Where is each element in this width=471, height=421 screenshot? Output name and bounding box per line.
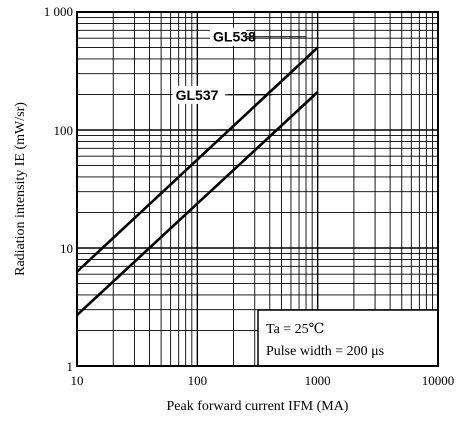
grid (76, 12, 438, 367)
x-tick-label: 10 (71, 373, 84, 388)
series-label-gl537: GL537 (176, 87, 219, 103)
series-lines (76, 46, 319, 317)
x-tick-label: 100 (188, 373, 208, 388)
series-line-gl538 (76, 46, 319, 273)
x-tick-labels: 10 100 1000 10000 (71, 373, 455, 388)
y-tick-label: 1 000 (44, 4, 73, 19)
series-label-background (210, 27, 247, 46)
annotation-pulse-width: Pulse width = 200 μs (266, 344, 384, 359)
series-label-background (172, 85, 229, 104)
series-label-gl538: GL538 (213, 29, 256, 45)
x-tick-label: 1000 (305, 373, 331, 388)
y-tick-label: 10 (60, 241, 73, 256)
plot-frame (76, 11, 439, 367)
y-tick-labels: 1 10 100 1 000 (44, 4, 73, 374)
y-tick-label: 1 (67, 359, 74, 374)
y-tick-label: 100 (54, 123, 74, 138)
y-axis-title: Radiation intensity IE (mW/sr) (13, 102, 28, 276)
annotation-temperature: Ta = 25℃ (266, 322, 324, 337)
series-labels: GL538 GL537 (172, 27, 307, 104)
x-axis-title: Peak forward current IFM (MA) (167, 399, 349, 414)
x-tick-label: 10000 (422, 373, 455, 388)
series-line-gl537 (76, 91, 319, 317)
